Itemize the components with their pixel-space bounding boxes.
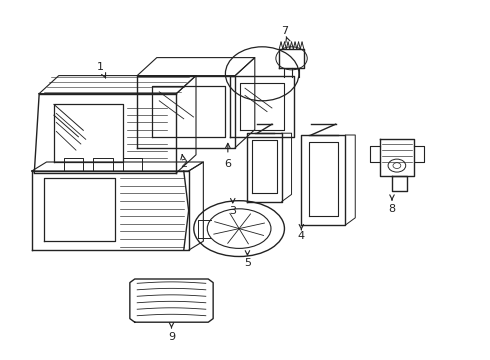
Text: 3: 3 (229, 206, 236, 216)
Text: 2: 2 (180, 159, 187, 169)
Text: 8: 8 (389, 204, 395, 214)
Text: 1: 1 (97, 62, 104, 72)
Text: 4: 4 (298, 231, 305, 241)
Text: 7: 7 (281, 26, 288, 36)
Text: 6: 6 (224, 159, 231, 169)
Text: 9: 9 (168, 332, 175, 342)
Text: 5: 5 (244, 258, 251, 268)
